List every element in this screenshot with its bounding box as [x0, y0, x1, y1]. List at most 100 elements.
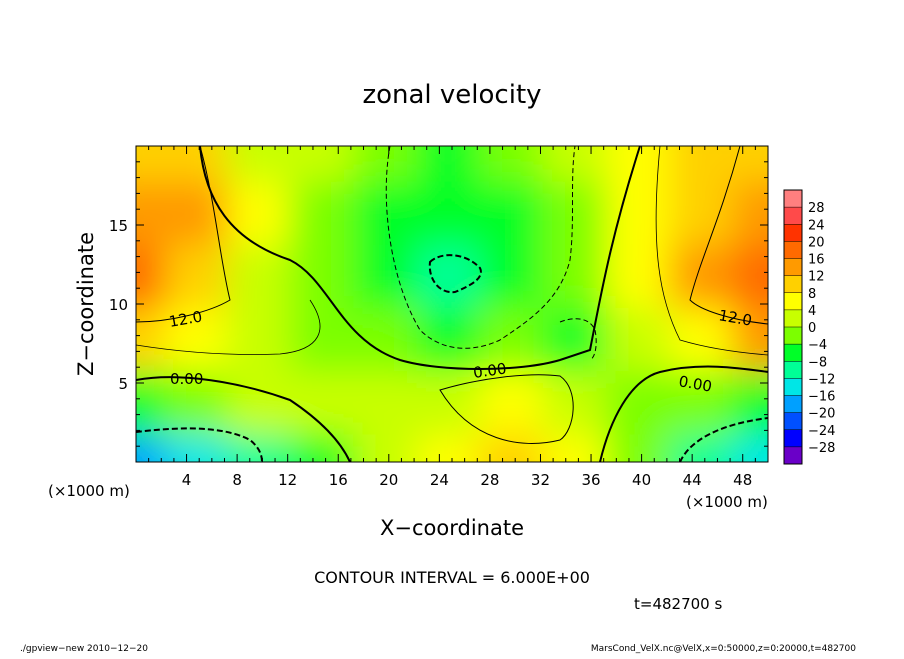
heatmap-cell: [290, 173, 362, 245]
contour-neg6-center: [385, 146, 576, 349]
heatmap-cell: [479, 173, 551, 245]
contour-zero-right: [599, 365, 768, 462]
heatmap-cell: [163, 300, 235, 372]
contour-labels: 12.0 12.0 0.00 0.00 0.00: [168, 306, 754, 396]
colorbar-label: 4: [808, 304, 816, 319]
contour-label: 12.0: [717, 306, 753, 330]
heatmap-cell: [732, 236, 768, 308]
heatmap-cell: [669, 236, 741, 308]
heatmap-cell: [669, 146, 741, 182]
heatmap-cell: [479, 146, 551, 182]
x-axis-label: X−coordinate: [380, 516, 524, 540]
colorbar-swatch: [784, 378, 802, 396]
heatmap-cell: [163, 363, 235, 435]
colorbar-label: −4: [808, 338, 827, 353]
heatmap-cell: [542, 173, 614, 245]
contour-neg6-right-bottom: [679, 417, 768, 462]
y-tick-label: 5: [118, 375, 128, 393]
x-unit-left: (×1000 m): [48, 482, 130, 500]
heatmap-plot-area: [136, 146, 768, 462]
heatmap-cell: [606, 173, 678, 245]
colorbar-swatch: [784, 224, 802, 242]
heatmap-cell: [163, 146, 235, 182]
heatmap-cell: [226, 173, 298, 245]
colorbar-label: −16: [808, 390, 835, 405]
colorbar-swatch: [784, 327, 802, 345]
y-tick-label: 15: [109, 217, 128, 235]
heatmap-cell: [479, 300, 551, 372]
time-text: t=482700 s: [634, 595, 722, 613]
heatmap-cell: [732, 300, 768, 372]
x-tick-label: 28: [480, 471, 499, 489]
heatmap-cell: [163, 173, 235, 245]
heatmap-cell: [290, 236, 362, 308]
contour-zero-bottom: [136, 376, 351, 462]
colorbar-label: 12: [808, 270, 825, 285]
y-tick-label: 10: [109, 296, 128, 314]
heatmap-cell: [542, 300, 614, 372]
heatmap-cell: [290, 146, 362, 182]
y-axis-label: Z−coordinate: [74, 232, 98, 376]
x-axis-ticks: 4 8 12 16 20 24 28 32 36 40 44 48: [148, 146, 756, 489]
colorbar-label: 24: [808, 218, 825, 233]
x-tick-label: 24: [430, 471, 449, 489]
x-tick-label: 32: [531, 471, 550, 489]
heatmap-cell: [669, 173, 741, 245]
chart-title: zonal velocity: [362, 80, 541, 110]
heatmap-cell: [163, 236, 235, 308]
x-unit-right: (×1000 m): [686, 493, 768, 511]
heatmap-cell: [606, 363, 678, 435]
heatmap-cell: [353, 300, 425, 372]
heatmap-cell: [542, 236, 614, 308]
contour-neg6-right-patch: [559, 318, 597, 361]
heatmap-cell: [416, 236, 488, 308]
colorbar-swatch: [784, 412, 802, 431]
colorbar-swatch: [784, 275, 802, 294]
contour-label: 12.0: [168, 307, 204, 331]
heatmap-cell: [606, 300, 678, 372]
contour-zero-blob: [439, 374, 574, 444]
colorbar-swatch: [784, 446, 802, 465]
heatmap-cell: [479, 236, 551, 308]
heatmap-cell: [226, 146, 298, 182]
heatmap-cell: [290, 300, 362, 372]
colorbar-label: 0: [808, 321, 816, 336]
heatmap-cell: [542, 146, 614, 182]
contour-12-right: [689, 146, 768, 325]
heatmap-cell: [669, 300, 741, 372]
colorbar-label: −20: [808, 407, 835, 422]
colorbar-swatch: [784, 207, 802, 225]
heatmap-cell: [416, 363, 488, 435]
colorbar-label: −24: [808, 424, 835, 439]
colorbar-label: 16: [808, 253, 825, 268]
colorbar-swatch: [784, 258, 802, 277]
x-tick-label: 4: [182, 471, 192, 489]
x-tick-label: 16: [329, 471, 348, 489]
contour-label: 0.00: [170, 370, 203, 388]
colorbar-label: −8: [808, 355, 827, 370]
heatmap-cell: [542, 363, 614, 435]
colorbar: 28 24 20 16 12 8 4 0 −4 −8 −12 −16 −20 −24 −28: [783, 189, 835, 465]
contour-6-left: [136, 299, 321, 355]
x-tick-label: 40: [632, 471, 651, 489]
heatmap-cell: [606, 236, 678, 308]
heatmap-cell: [416, 146, 488, 182]
colorbar-swatch: [784, 292, 802, 311]
colorbar-swatch: [784, 241, 802, 259]
colorbar-swatch: [784, 395, 802, 414]
contour-lines: [136, 146, 768, 462]
colorbar-label: −28: [808, 441, 835, 456]
colorbar-swatch: [784, 190, 802, 208]
heatmap-cell: [226, 300, 298, 372]
contour-label: 0.00: [677, 372, 713, 396]
colorbar-label: 28: [808, 201, 825, 216]
contour-neg6-left-bottom: [136, 427, 263, 462]
heatmap-cell: [353, 236, 425, 308]
contour-interval-text: CONTOUR INTERVAL = 6.000E+00: [314, 568, 590, 587]
x-tick-label: 20: [379, 471, 398, 489]
contour-6-right: [655, 146, 768, 356]
contour-label: 0.00: [472, 359, 508, 381]
y-axis-ticks: 5 10 15: [109, 161, 768, 447]
x-tick-label: 48: [733, 471, 752, 489]
colorbar-label: 8: [808, 287, 816, 302]
